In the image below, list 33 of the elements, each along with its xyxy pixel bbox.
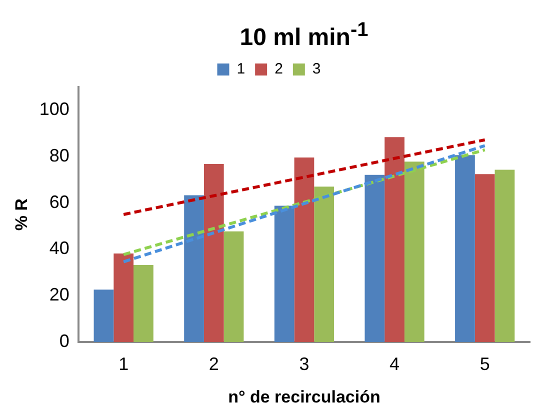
bar — [204, 164, 224, 342]
x-tick-label: 1 — [118, 354, 129, 374]
bar — [184, 195, 204, 342]
chart-title: 10 ml min$^{-1}$ — [238, 18, 370, 52]
bar — [134, 265, 154, 342]
x-tick-label: 5 — [480, 354, 490, 374]
y-tick-label: 0 — [59, 330, 70, 351]
legend-label: 3 — [312, 60, 321, 78]
x-tick-label: 4 — [390, 354, 400, 374]
line-series — [122, 138, 486, 216]
bar — [455, 155, 475, 342]
x-tick-label: 2 — [208, 354, 219, 374]
y-tick-label: 20 — [49, 284, 70, 305]
y-axis-title: % R — [12, 198, 31, 231]
bar — [224, 231, 244, 342]
legend-label: 1 — [236, 60, 246, 78]
y-tick-label: 60 — [49, 192, 70, 212]
bar — [404, 162, 424, 342]
x-axis-title: n° de recirculación — [228, 387, 380, 406]
bar — [314, 186, 334, 342]
bar — [474, 174, 495, 342]
legend-label: 2 — [274, 60, 283, 78]
x-tick-label: 3 — [299, 354, 310, 374]
bar — [384, 137, 404, 342]
y-tick-label: 40 — [49, 238, 70, 258]
bar — [114, 253, 134, 342]
bar — [294, 157, 314, 342]
bar — [494, 170, 515, 342]
y-tick-label: 80 — [49, 146, 70, 166]
bar — [364, 174, 385, 342]
y-tick-label: 100 — [39, 99, 70, 120]
bar — [274, 206, 294, 342]
bar — [94, 290, 114, 342]
